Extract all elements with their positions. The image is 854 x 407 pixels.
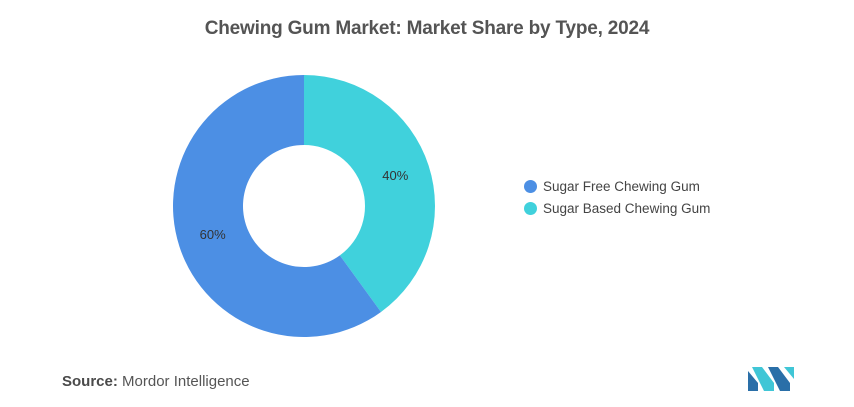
slice-label-sugar-based: 40% [382,168,408,183]
source-note: Source: Mordor Intelligence [62,373,250,390]
slice-label-sugar-free: 60% [200,227,226,242]
slice-sugar-free[interactable] [173,75,381,337]
legend-item-sugar-based[interactable]: Sugar Based Chewing Gum [524,197,710,219]
source-label: Source: [62,373,118,390]
logo-shape-mid-a [752,367,774,391]
slice-sugar-based[interactable] [304,75,436,312]
legend-swatch-icon [524,201,537,215]
mordor-intelligence-logo-icon [748,367,794,391]
logo-shape-left [748,371,758,391]
chart-title: Chewing Gum Market: Market Share by Type… [204,18,650,39]
legend-item-sugar-free[interactable]: Sugar Free Chewing Gum [524,175,710,197]
logo-shape-right [784,367,794,379]
legend-label: Sugar Free Chewing Gum [543,178,700,194]
chart-legend: Sugar Free Chewing Gum Sugar Based Chewi… [524,175,710,219]
legend-label: Sugar Based Chewing Gum [543,200,711,216]
source-value: Mordor Intelligence [122,373,250,390]
legend-swatch-icon [524,179,537,193]
logo-shape-mid-b [768,367,790,391]
